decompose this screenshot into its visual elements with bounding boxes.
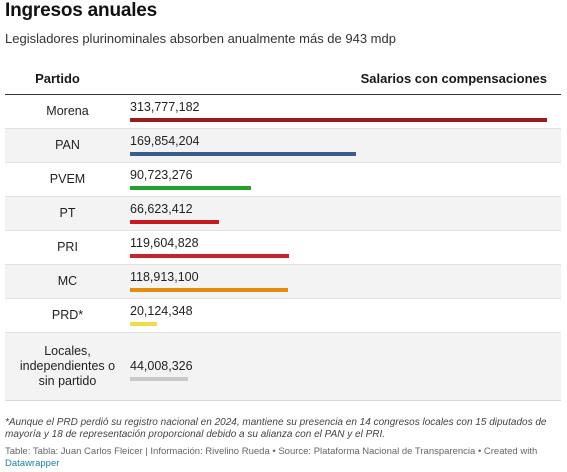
value-bar [130, 152, 356, 156]
footnote: *Aunque el PRD perdió su registro nacion… [5, 417, 547, 440]
value-bar [130, 118, 547, 122]
value-bar [130, 288, 289, 292]
table-row: Locales, independientes o sin partido 44… [5, 333, 561, 401]
value-label: 66,623,412 [130, 202, 193, 216]
party-name: PVEM [49, 172, 86, 186]
value-label: 90,723,276 [130, 168, 193, 182]
table-row: PT 66,623,412 [5, 197, 561, 231]
data-table: Partido Salarios con compensaciones More… [5, 62, 561, 401]
value-label: 20,124,348 [130, 304, 193, 318]
value-label: 313,777,182 [130, 100, 200, 114]
table-row: MC 118,913,100 [5, 265, 561, 299]
table-row: PRD* 20,124,348 [5, 299, 561, 333]
value-label: 169,854,204 [130, 134, 200, 148]
value-bar [130, 377, 189, 381]
datawrapper-link[interactable]: Datawrapper [5, 457, 60, 469]
value-bar [130, 322, 157, 326]
value-label: 118,913,100 [130, 270, 199, 284]
table-row: PRI 119,604,828 [5, 231, 561, 265]
table-row: Morena 313,777,182 [5, 95, 561, 129]
table-row: PVEM 90,723,276 [5, 163, 561, 197]
value-bar [130, 254, 289, 258]
source-text: Table: Tabla: Juan Carlos Fleicer | Info… [5, 446, 538, 457]
value-bar [130, 220, 219, 224]
table-header: Partido Salarios con compensaciones [5, 62, 561, 95]
party-name: PAN [55, 138, 80, 152]
chart-subtitle: Legisladores plurinominales absorben anu… [5, 31, 396, 46]
value-bar [130, 186, 251, 190]
header-value[interactable]: Salarios con compensaciones [360, 71, 547, 86]
party-name: PRD* [51, 308, 84, 322]
party-name: PT [59, 206, 76, 220]
source-line: Table: Tabla: Juan Carlos Fleicer | Info… [5, 446, 561, 469]
party-name: PRI [57, 240, 78, 254]
party-name: MC [57, 274, 78, 288]
party-name: Morena [46, 104, 89, 118]
value-label: 119,604,828 [130, 236, 199, 250]
table-row: PAN 169,854,204 [5, 129, 561, 163]
value-label: 44,008,326 [130, 359, 193, 373]
header-party[interactable]: Partido [35, 71, 80, 86]
party-name: Locales, independientes o sin partido [19, 344, 116, 388]
chart-title: Ingresos anuales [5, 0, 158, 21]
